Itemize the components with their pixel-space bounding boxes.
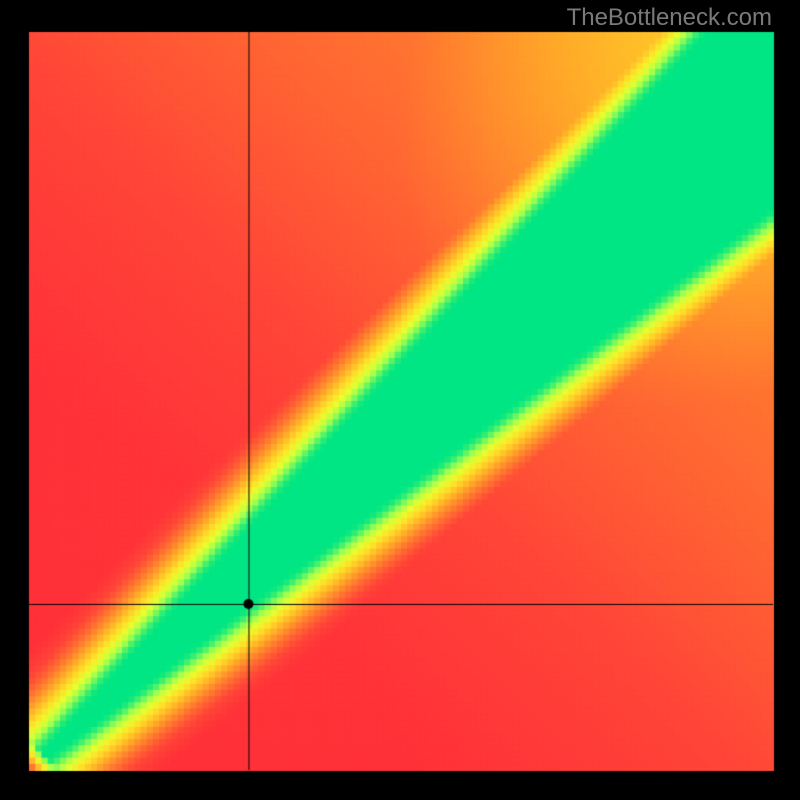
bottleneck-heatmap (0, 0, 800, 800)
watermark-text: TheBottleneck.com (567, 4, 772, 32)
